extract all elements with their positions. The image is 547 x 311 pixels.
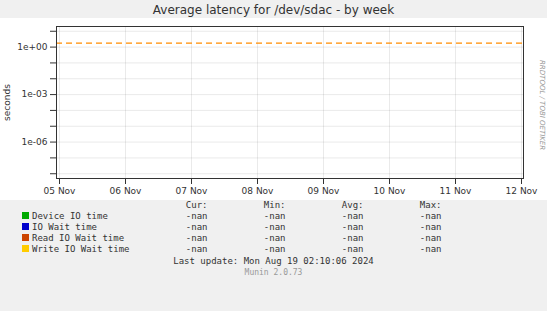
html-text:Write IO Wait time: Write IO Wait time: [32, 244, 130, 254]
html-text:-nan: -nan: [419, 244, 442, 254]
html-text:-nan: -nan: [185, 211, 208, 221]
svg-text:12 Nov: 12 Nov: [506, 186, 539, 196]
html-text:Device IO time: Device IO time: [32, 211, 108, 221]
html-text:Cur:: Cur:: [185, 200, 208, 210]
html-text:Min:: Min:: [263, 200, 286, 210]
svg-text:seconds: seconds: [2, 84, 12, 121]
html-text:-nan: -nan: [185, 222, 208, 232]
html-text:-nan: -nan: [341, 222, 364, 232]
html-text:-nan: -nan: [419, 233, 442, 243]
html-text:-nan: -nan: [341, 233, 364, 243]
svg-text:1e-06: 1e-06: [22, 137, 48, 147]
html-text:-nan: -nan: [341, 211, 364, 221]
html-text:-nan: -nan: [263, 211, 286, 221]
html-text:-nan: -nan: [263, 222, 286, 232]
svg-text:11 Nov: 11 Nov: [440, 186, 473, 196]
html-text:-nan: -nan: [185, 244, 208, 254]
svg-text:08 Nov: 08 Nov: [242, 186, 275, 196]
html-text:Munin 2.0.73: Munin 2.0.73: [244, 268, 303, 277]
svg-text:10 Nov: 10 Nov: [374, 186, 407, 196]
html-text:-nan: -nan: [263, 244, 286, 254]
html-text:-nan: -nan: [419, 222, 442, 232]
svg-text:09 Nov: 09 Nov: [308, 186, 341, 196]
html-text:Avg:: Avg:: [341, 200, 364, 210]
html-text:IO Wait time: IO Wait time: [32, 222, 97, 232]
html-text:Average latency for /dev/sdac: Average latency for /dev/sdac - by week: [152, 3, 395, 17]
html-text:Read IO Wait time: Read IO Wait time: [32, 233, 125, 243]
html-text:-nan: -nan: [419, 211, 442, 221]
html-text:-nan: -nan: [185, 233, 208, 243]
svg-text:05 Nov: 05 Nov: [44, 186, 77, 196]
html-text:-nan: -nan: [263, 233, 286, 243]
svg-text:07 Nov: 07 Nov: [176, 186, 209, 196]
html-text:Last update: Mon Aug 19 02:10:: Last update: Mon Aug 19 02:10:06 2024: [173, 256, 374, 266]
html-text:RRDTOOL / TOBI OETIKER: RRDTOOL / TOBI OETIKER: [538, 60, 546, 151]
svg-text:1e-03: 1e-03: [22, 89, 48, 99]
svg-text:1e+00: 1e+00: [17, 42, 48, 52]
html-text:-nan: -nan: [341, 244, 364, 254]
html-text:Max:: Max:: [419, 200, 442, 210]
svg-text:06 Nov: 06 Nov: [110, 186, 143, 196]
